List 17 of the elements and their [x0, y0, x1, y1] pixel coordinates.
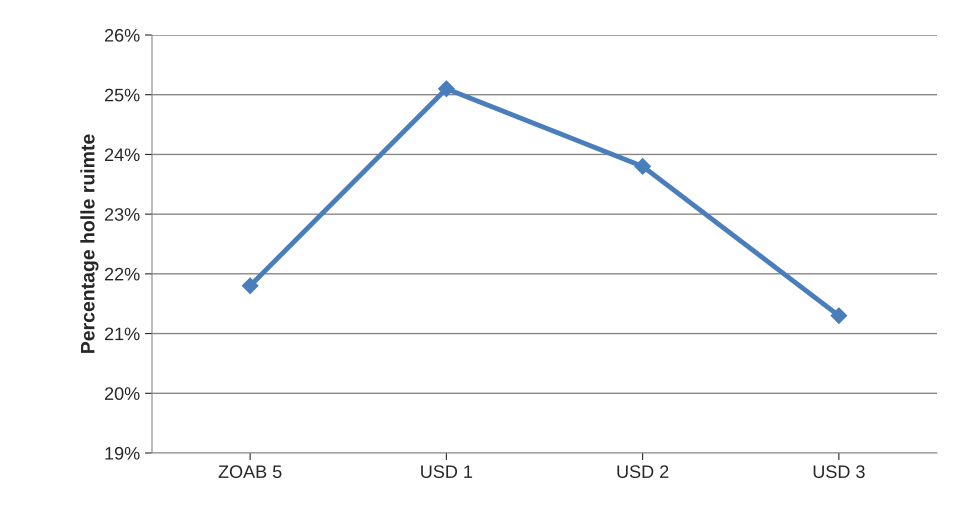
y-tick-label: 20%	[104, 387, 140, 400]
y-tick-label: 25%	[104, 88, 140, 102]
point	[242, 277, 258, 294]
y-tick-label: 21%	[104, 328, 140, 340]
y-axis-title: Percentage holle ruimte	[80, 134, 98, 353]
point	[830, 307, 848, 324]
point	[634, 158, 651, 175]
y-tick-label: 19%	[105, 446, 140, 460]
y-tick-label: 24%	[104, 148, 140, 162]
y-tick-label: 23%	[104, 208, 140, 221]
x-tick-label: USD 1	[421, 465, 472, 478]
y-tick-label: 22%	[104, 268, 140, 281]
y-tick-label: 26%	[104, 28, 140, 42]
x-tick-label: USD 2	[617, 465, 668, 478]
x-tick-label: ZOAB 5	[218, 465, 282, 478]
x-tick-label: USD 3	[814, 465, 865, 478]
point	[438, 80, 455, 98]
